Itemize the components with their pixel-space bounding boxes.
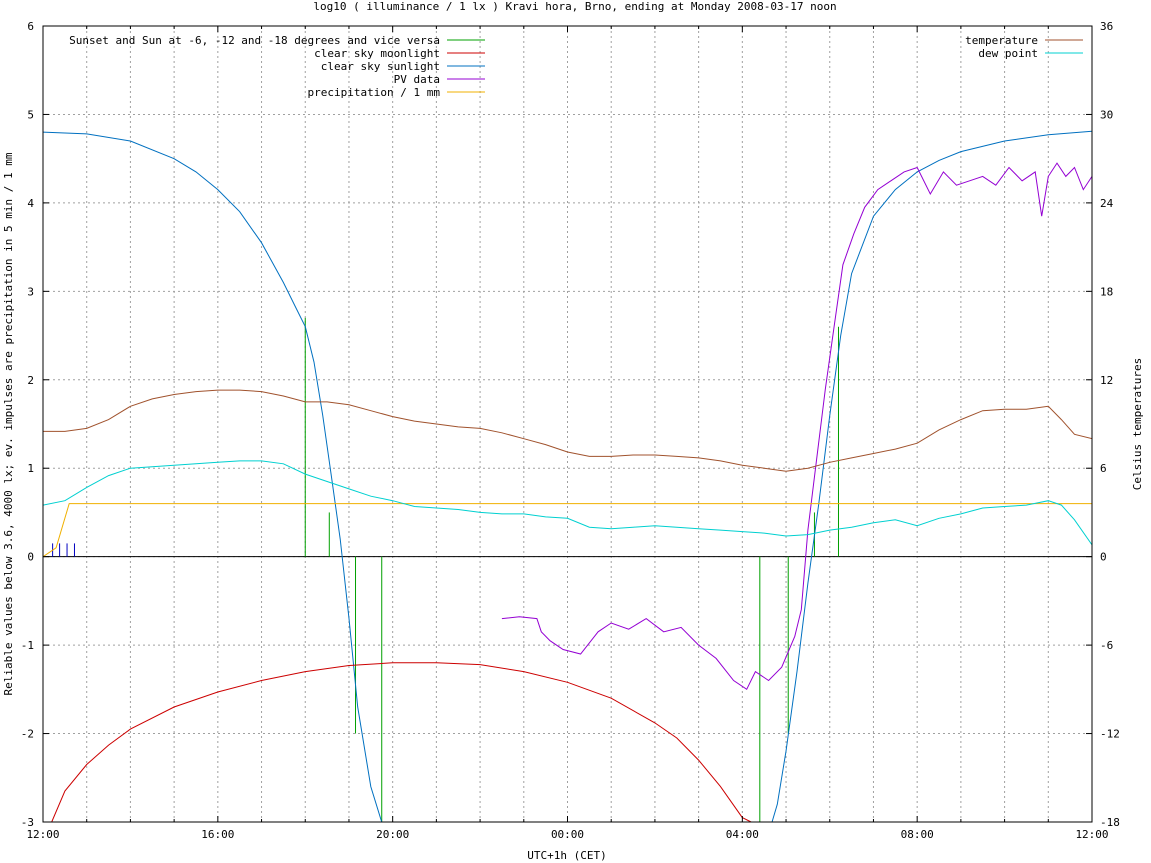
x-axis-label: UTC+1h (CET) — [527, 849, 606, 862]
y2-tick-label: -12 — [1100, 728, 1120, 741]
y-tick-label: 3 — [27, 285, 34, 298]
y-tick-label: 0 — [27, 551, 34, 564]
y2-tick-label: -18 — [1100, 816, 1120, 829]
series-precipitation-1-mm — [43, 503, 1092, 558]
x-tick-label: 00:00 — [551, 828, 584, 841]
y2-tick-label: 12 — [1100, 374, 1113, 387]
legend-label: clear sky sunlight — [321, 60, 440, 73]
y-axis-label: Reliable values below 3.6, 4000 lx; ev. … — [2, 152, 15, 695]
x-tick-label: 12:00 — [26, 828, 59, 841]
legend-label: Sunset and Sun at -6, -12 and -18 degree… — [69, 34, 440, 47]
y-tick-label: 1 — [27, 462, 34, 475]
legend-label: temperature — [965, 34, 1038, 47]
y-tick-label: -1 — [21, 639, 34, 652]
y-tick-label: -2 — [21, 728, 34, 741]
x-tick-label: 20:00 — [376, 828, 409, 841]
legend-label: clear sky moonlight — [314, 47, 440, 60]
y2-tick-label: 24 — [1100, 197, 1114, 210]
legend-label: precipitation / 1 mm — [308, 86, 441, 99]
y2-axis-label: Celsius temperatures — [1131, 358, 1144, 490]
series-layer — [43, 130, 1092, 822]
y2-tick-label: 6 — [1100, 462, 1107, 475]
series-temperature — [43, 389, 1092, 472]
axis-layer: 12:00 16:00 20:00 00:00 04:00 08:00 12:00-3-2-… — [21, 20, 1120, 841]
legend-label: PV data — [394, 73, 440, 86]
x-tick-label: 12:00 — [1075, 828, 1108, 841]
y2-tick-label: 36 — [1100, 20, 1113, 33]
y-tick-label: 5 — [27, 108, 34, 121]
grid-layer — [43, 26, 1092, 822]
y-tick-label: -3 — [21, 816, 34, 829]
y2-tick-label: -6 — [1100, 639, 1113, 652]
series-clear-sky-sunlight — [43, 130, 1092, 822]
legend-layer: Sunset and Sun at -6, -12 and -18 degree… — [69, 34, 1083, 99]
y-tick-label: 4 — [27, 197, 34, 210]
y2-tick-label: 0 — [1100, 551, 1107, 564]
series-pv-data — [501, 162, 1092, 691]
series-group — [43, 130, 1092, 822]
x-tick-label: 04:00 — [726, 828, 759, 841]
series-clear-sky-moonlight — [51, 662, 752, 822]
x-tick-label: 08:00 — [901, 828, 934, 841]
y2-tick-label: 18 — [1100, 285, 1113, 298]
series-dew-point — [43, 460, 1092, 546]
legend-label: dew point — [978, 47, 1038, 60]
y-tick-label: 2 — [27, 374, 34, 387]
y-tick-label: 6 — [27, 20, 34, 33]
x-tick-label: 16:00 — [201, 828, 234, 841]
chart-title: log10 ( illuminance / 1 lx ) Kravi hora,… — [313, 0, 836, 13]
y2-tick-label: 30 — [1100, 108, 1113, 121]
